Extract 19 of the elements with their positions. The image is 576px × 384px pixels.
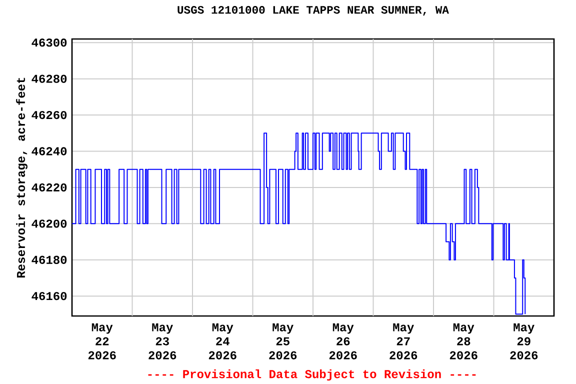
text: ---- Provisional Data Subject to Revision ----	[148, 369, 476, 381]
y-axis-title: Reservoir storage, acre-feet	[16, 78, 28, 278]
y-tick-label: 46300	[32, 38, 67, 47]
y-tick-label: 46160	[32, 292, 67, 300]
y-tick-label: 46220	[32, 183, 67, 192]
x-tick-label: May 25 2026	[269, 323, 297, 360]
y-tick-label: 46180	[32, 256, 67, 264]
y-tick-label: 46280	[32, 74, 67, 83]
y-tick-label: 46200	[32, 220, 67, 228]
x-tick-label: May 23 2026	[148, 323, 176, 360]
y-tick-label: 46260	[32, 110, 67, 120]
x-tick-label: May 28 2026	[450, 323, 478, 360]
x-tick-label: May 27 2026	[390, 323, 418, 360]
y-tick-label: 46240	[32, 147, 67, 156]
x-tick-label: May 26 2026	[329, 323, 357, 360]
x-tick-label: May 24 2026	[208, 323, 236, 360]
chart-title: USGS 12101000 LAKE TAPPS NEAR SUMNER, WA	[178, 6, 449, 16]
x-tick-label: May 29 2026	[510, 323, 538, 360]
x-tick-label: May 22 2026	[88, 323, 116, 360]
